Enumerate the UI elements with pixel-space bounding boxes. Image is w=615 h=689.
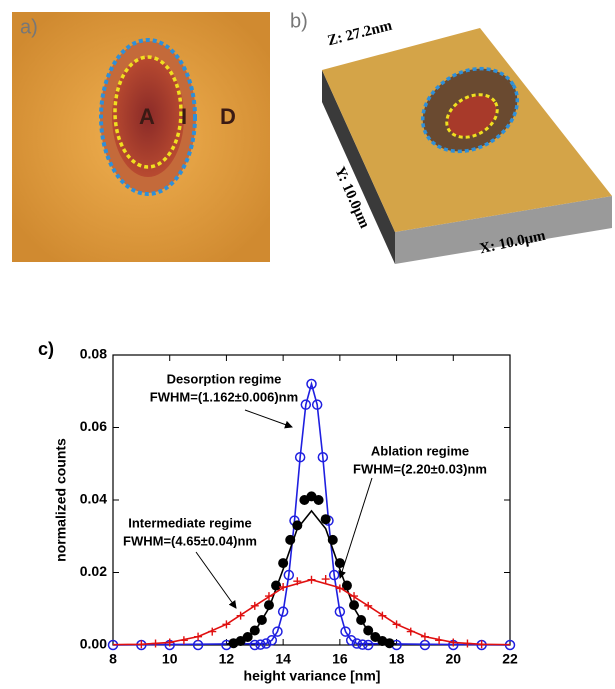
panel-label: c) bbox=[38, 339, 54, 359]
data-point bbox=[320, 514, 331, 525]
arrow bbox=[195, 551, 237, 609]
data-point bbox=[340, 626, 351, 637]
block-side bbox=[322, 70, 395, 264]
crater bbox=[112, 57, 184, 177]
y-tick-label: 0.06 bbox=[80, 418, 107, 434]
annotation: FWHM=(2.20±0.03)nm bbox=[353, 461, 487, 476]
data-point bbox=[249, 639, 261, 651]
x-axis-title: height variance [nm] bbox=[244, 668, 381, 684]
x-tick-label: 16 bbox=[332, 651, 348, 667]
data-point bbox=[362, 639, 374, 651]
x-tick-label: 22 bbox=[502, 651, 518, 667]
data-point bbox=[313, 495, 324, 505]
data-point bbox=[255, 639, 266, 650]
y-tick-label: 0.08 bbox=[80, 346, 107, 362]
data-point bbox=[272, 626, 283, 637]
outer-boundary bbox=[99, 38, 197, 196]
data-point bbox=[321, 575, 330, 584]
arrow bbox=[338, 477, 373, 579]
fit-line bbox=[112, 578, 511, 646]
panel-label: b) bbox=[290, 10, 308, 32]
z-axis-label: Z: 27.2nm bbox=[326, 18, 394, 50]
inner-boundary bbox=[445, 93, 499, 139]
y-tick-label: 0.00 bbox=[80, 636, 107, 652]
data-point bbox=[306, 378, 317, 390]
region-label: I bbox=[181, 104, 187, 129]
data-point bbox=[292, 520, 303, 531]
panel-label: a) bbox=[20, 16, 38, 38]
data-point bbox=[266, 635, 278, 646]
y-tick-label: 0.02 bbox=[80, 563, 107, 579]
annotation: FWHM=(4.65±0.04)nm bbox=[123, 533, 257, 548]
data-point bbox=[357, 639, 368, 650]
y-axis-title: normalized counts bbox=[53, 438, 69, 562]
x-tick-label: 18 bbox=[389, 651, 405, 667]
x-tick-label: 8 bbox=[109, 651, 117, 667]
x-tick-label: 14 bbox=[275, 651, 291, 667]
x-tick-label: 10 bbox=[162, 651, 178, 667]
arrow bbox=[244, 409, 293, 429]
crater-core bbox=[447, 95, 497, 137]
fit-line bbox=[112, 380, 511, 646]
y-tick-label: 0.04 bbox=[80, 491, 107, 507]
annotation: Desorption regime bbox=[167, 371, 282, 386]
annotation: Ablation regime bbox=[371, 443, 469, 458]
fit-line bbox=[226, 509, 397, 646]
block-front bbox=[395, 196, 612, 264]
inner-boundary bbox=[113, 55, 183, 169]
outer-boundary bbox=[420, 66, 520, 154]
data-point bbox=[345, 635, 357, 646]
x-tick-label: 20 bbox=[445, 651, 461, 667]
region-label: D bbox=[220, 104, 236, 129]
annotation: Intermediate regime bbox=[128, 515, 252, 530]
region-label: A bbox=[139, 104, 155, 129]
x-tick-label: 12 bbox=[219, 651, 235, 667]
annotation: FWHM=(1.162±0.006)nm bbox=[150, 389, 298, 404]
